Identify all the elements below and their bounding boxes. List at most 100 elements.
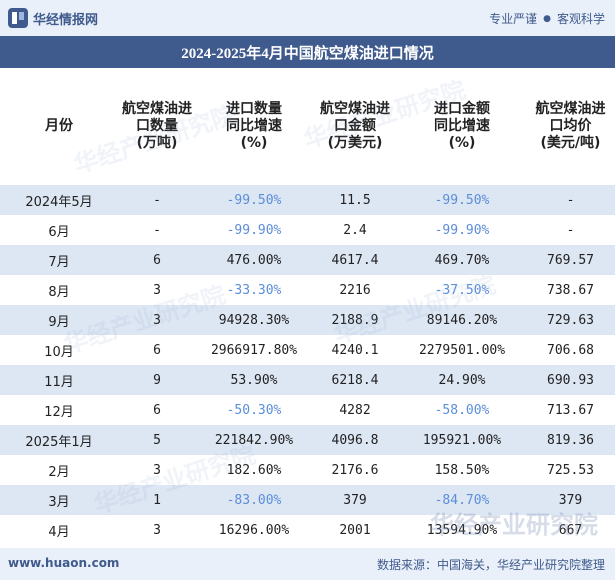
cell-volume-growth: -83.00%: [226, 492, 282, 508]
cell-avg-price: 690.93: [547, 372, 594, 388]
footer: www.huaon.com 数据来源：中国海关，华经产业研究院整理: [0, 548, 615, 580]
cell-avg-price: -: [566, 222, 575, 238]
tag-objective: 客观科学: [556, 12, 605, 26]
cell-import-volume: 1: [153, 492, 161, 508]
cell-import-value: 2.4: [343, 222, 367, 238]
cell-avg-price: 769.57: [547, 252, 594, 268]
cell-month: 9月: [48, 314, 70, 330]
cell-avg-price: 379: [558, 492, 583, 508]
table-row: 6月 - -99.90% 2.4 -99.90% -: [0, 215, 615, 245]
cell-import-value: 4240.1: [331, 342, 379, 358]
table-row: 3月 1 -83.00% 379 -84.70% 379: [0, 485, 615, 515]
cell-volume-growth: 53.90%: [230, 372, 278, 388]
logo-icon: [8, 8, 28, 28]
cell-import-value: 4617.4: [331, 252, 379, 268]
table-row: 10月 6 2966917.80% 4240.1 2279501.00% 706.68: [0, 335, 615, 365]
cell-value-growth: -99.50%: [434, 192, 490, 208]
table-row: 8月 3 -33.30% 2216 -37.50% 738.67: [0, 275, 615, 305]
cell-month: 3月: [48, 494, 70, 510]
brand[interactable]: 华经情报网: [8, 8, 98, 28]
column-header-import-volume: 航空煤油进 口数量 (万吨): [122, 101, 192, 151]
cell-month: 7月: [48, 254, 70, 270]
cell-value-growth: 469.70%: [434, 252, 490, 268]
cell-import-volume: 3: [153, 522, 161, 538]
table-row: 12月 6 -50.30% 4282 -58.00% 713.67: [0, 395, 615, 425]
site-link[interactable]: www.huaon.com: [8, 556, 120, 570]
cell-import-volume: 6: [153, 342, 161, 358]
cell-value-growth: 13594.90%: [426, 522, 498, 538]
cell-value-growth: 158.50%: [434, 462, 490, 478]
column-header-value-growth: 进口金额 同比增速 (%): [434, 101, 490, 151]
column-header-avg-price: 航空煤油进 口均价 (美元/吨): [535, 101, 606, 151]
cell-import-volume: 3: [153, 462, 161, 478]
cell-volume-growth: 2966917.80%: [210, 342, 298, 358]
table-row: 7月 6 476.00% 4617.4 469.70% 769.57: [0, 245, 615, 275]
cell-month: 2025年1月: [25, 434, 93, 450]
cell-import-value: 4282: [339, 402, 371, 418]
cell-import-volume: 6: [153, 402, 161, 418]
cell-value-growth: -99.90%: [434, 222, 490, 238]
cell-month: 6月: [48, 224, 70, 240]
cell-avg-price: 667: [558, 522, 583, 538]
cell-avg-price: 713.67: [547, 402, 594, 418]
cell-value-growth: -37.50%: [434, 282, 490, 298]
cell-import-value: 11.5: [339, 192, 371, 208]
cell-import-value: 4096.8: [331, 432, 379, 448]
brand-name: 华经情报网: [33, 12, 99, 28]
table-row: 2025年1月 5 221842.90% 4096.8 195921.00% 819.36: [0, 425, 615, 455]
cell-import-volume: 5: [153, 432, 161, 448]
page-title: 2024-2025年4月中国航空煤油进口情况: [181, 45, 434, 62]
cell-avg-price: 725.53: [547, 462, 594, 478]
column-header-import-value: 航空煤油进 口金额 (万美元): [320, 101, 390, 151]
cell-import-value: 2216: [339, 282, 371, 298]
cell-month: 2024年5月: [25, 194, 93, 210]
cell-import-volume: 6: [153, 252, 161, 268]
cell-volume-growth: -99.50%: [226, 192, 282, 208]
cell-import-volume: 9: [153, 372, 161, 388]
table-row: 2024年5月 - -99.50% 11.5 -99.50% -: [0, 185, 615, 215]
cell-value-growth: -84.70%: [434, 492, 490, 508]
cell-volume-growth: -50.30%: [226, 402, 282, 418]
cell-value-growth: -58.00%: [434, 402, 490, 418]
cell-volume-growth: -33.30%: [226, 282, 282, 298]
cell-volume-growth: 221842.90%: [214, 432, 294, 448]
bullet-icon: ●: [543, 13, 551, 24]
cell-volume-growth: 16296.00%: [218, 522, 290, 538]
table-body: 2024年5月 - -99.50% 11.5 -99.50% - 6月 - -99.90% 2.4…: [0, 185, 615, 545]
cell-avg-price: 738.67: [547, 282, 594, 298]
cell-import-value: 2001: [339, 522, 371, 538]
tag-professional: 专业严谨: [489, 12, 538, 26]
cell-value-growth: 195921.00%: [422, 432, 502, 448]
cell-value-growth: 24.90%: [438, 372, 486, 388]
cell-month: 8月: [48, 284, 70, 300]
cell-avg-price: 706.68: [547, 342, 594, 358]
cell-volume-growth: 94928.30%: [218, 312, 290, 328]
cell-volume-growth: -99.90%: [226, 222, 282, 238]
cell-value-growth: 89146.20%: [426, 312, 498, 328]
cell-import-volume: 3: [153, 312, 161, 328]
cell-import-volume: -: [153, 222, 161, 238]
cell-avg-price: -: [566, 192, 575, 208]
title-bar: 2024-2025年4月中国航空煤油进口情况: [0, 36, 615, 68]
table-row: 9月 3 94928.30% 2188.9 89146.20% 729.63: [0, 305, 615, 335]
cell-month: 12月: [44, 404, 74, 420]
cell-value-growth: 2279501.00%: [418, 342, 506, 358]
cell-import-volume: 3: [153, 282, 161, 298]
cell-month: 10月: [44, 344, 74, 360]
cell-avg-price: 819.36: [547, 432, 594, 448]
cell-import-value: 2176.6: [331, 462, 379, 478]
cell-month: 4月: [48, 524, 70, 540]
column-header-volume-growth: 进口数量 同比增速 (%): [226, 101, 282, 151]
table-row: 4月 3 16296.00% 2001 13594.90% 667: [0, 515, 615, 545]
cell-volume-growth: 476.00%: [226, 252, 282, 268]
cell-month: 2月: [48, 464, 70, 480]
tagline: 专业严谨 ● 客观科学: [489, 10, 605, 27]
table-row: 2月 3 182.60% 2176.6 158.50% 725.53: [0, 455, 615, 485]
cell-import-value: 379: [343, 492, 367, 508]
cell-avg-price: 729.63: [547, 312, 594, 328]
cell-volume-growth: 182.60%: [226, 462, 282, 478]
table-header: 月份 航空煤油进 口数量 (万吨) 进口数量 同比增速 (%) 航空煤油进 口金…: [0, 68, 615, 185]
cell-month: 11月: [44, 374, 74, 390]
cell-import-volume: -: [153, 192, 161, 208]
data-source: 数据来源：中国海关，华经产业研究院整理: [376, 558, 605, 572]
